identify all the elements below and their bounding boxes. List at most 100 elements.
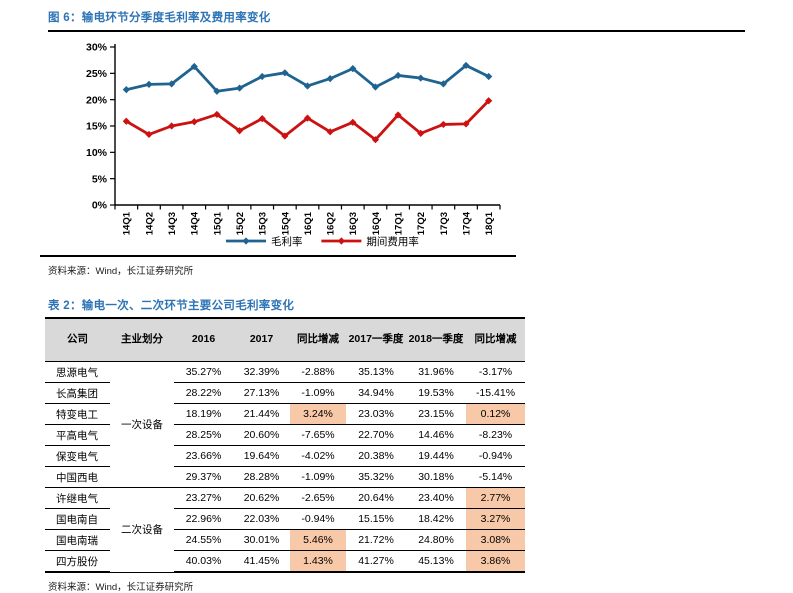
legend-label-0: 毛利率 <box>271 235 303 248</box>
value-cell: -0.94% <box>466 445 525 467</box>
value-cell: 24.55% <box>174 529 233 551</box>
company-cell: 许继电气 <box>45 487 110 509</box>
value-cell: 23.27% <box>174 487 233 509</box>
gross-margin-table: 公司 主业划分 2016 2017 同比增减 2017一季度 2018一季度 同比增减 思源电… <box>45 317 525 573</box>
company-cell: 长高集团 <box>45 382 110 404</box>
x-tick-label: 14Q3 <box>167 212 178 235</box>
legend-label-1: 期间费用率 <box>366 235 419 248</box>
value-cell: -8.23% <box>466 424 525 446</box>
value-cell: -2.88% <box>290 361 346 383</box>
y-tick-label: 20% <box>86 94 108 106</box>
company-cell: 特变电工 <box>45 403 110 425</box>
x-tick-label: 16Q1 <box>303 211 314 235</box>
chart-series-0 <box>122 61 493 95</box>
table-row: 国电南自 22.96% 22.03% -0.94% 15.15% 18.42% 3.27% <box>45 508 525 530</box>
value-cell: -15.41% <box>466 382 525 404</box>
value-cell: 20.64% <box>346 487 406 509</box>
report-content: 图 6：输电环节分季度毛利率及费用率变化 0% 5% 10% 15% 20% 25% 30%… <box>40 0 745 593</box>
company-cell: 保变电气 <box>45 445 110 467</box>
value-cell: 5.46% <box>290 529 346 551</box>
value-cell: 23.66% <box>174 445 233 467</box>
value-cell: 21.44% <box>233 403 290 425</box>
value-cell: 24.80% <box>406 529 466 551</box>
value-cell: 2.77% <box>466 487 525 509</box>
figure-title: 图 6：输电环节分季度毛利率及费用率变化 <box>48 12 271 24</box>
chart-axes: 0% 5% 10% 15% 20% 25% 30% 14Q1 14Q2 14Q3 14Q4 15Q1 1… <box>86 42 501 235</box>
value-cell: 27.13% <box>233 382 290 404</box>
value-cell: 1.43% <box>290 550 346 573</box>
quarterly-margin-chart: 0% 5% 10% 15% 20% 25% 30% 14Q1 14Q2 14Q3 14Q4 15Q1 1… <box>48 38 745 255</box>
value-cell: 23.40% <box>406 487 466 509</box>
table-row: 平高电气 28.25% 20.60% -7.65% 22.70% 14.46% -8.23% <box>45 424 525 446</box>
value-cell: -1.09% <box>290 466 346 488</box>
table-row: 保变电气 23.66% 19.64% -4.02% 20.38% 19.44% -0.94% <box>45 445 525 467</box>
company-cell: 思源电气 <box>45 361 110 383</box>
value-cell: 3.24% <box>290 403 346 425</box>
table-row: 特变电工 18.19% 21.44% 3.24% 23.03% 23.15% 0.12% <box>45 403 525 425</box>
value-cell: 40.03% <box>174 550 233 573</box>
value-cell: 32.39% <box>233 361 290 383</box>
value-cell: 41.27% <box>346 550 406 573</box>
value-cell: 31.96% <box>406 361 466 383</box>
x-tick-label: 15Q3 <box>258 212 269 235</box>
company-cell: 中国西电 <box>45 466 110 488</box>
figure-title-divider <box>48 30 745 32</box>
value-cell: 19.64% <box>233 445 290 467</box>
value-cell: 28.28% <box>233 466 290 488</box>
value-cell: 23.03% <box>346 403 406 425</box>
value-cell: 20.60% <box>233 424 290 446</box>
table-row: 中国西电 29.37% 28.28% -1.09% 35.32% 30.18% -5.14% <box>45 466 525 488</box>
value-cell: -0.94% <box>290 508 346 530</box>
y-tick-label: 15% <box>86 121 108 133</box>
value-cell: 41.45% <box>233 550 290 573</box>
header-cell: 主业划分 <box>110 317 174 362</box>
x-tick-label: 16Q4 <box>371 211 382 235</box>
header-cell: 2017一季度 <box>346 317 406 362</box>
value-cell: -7.65% <box>290 424 346 446</box>
value-cell: 3.86% <box>466 550 525 573</box>
value-cell: -5.14% <box>466 466 525 488</box>
table-source: 资料来源：Wind，长江证券研究所 <box>48 582 194 593</box>
value-cell: 21.72% <box>346 529 406 551</box>
chart-series-1 <box>122 97 493 144</box>
x-tick-label: 18Q1 <box>484 211 495 235</box>
table-row: 思源电气 一次设备 35.27% 32.39% -2.88% 35.13% 31.96% -3… <box>45 361 525 488</box>
table-row: 长高集团 28.22% 27.13% -1.09% 34.94% 19.53% -15.41… <box>45 382 525 404</box>
value-cell: 19.44% <box>406 445 466 467</box>
x-tick-label: 14Q2 <box>144 212 155 235</box>
value-cell: 18.42% <box>406 508 466 530</box>
x-tick-label: 15Q1 <box>212 211 223 235</box>
value-cell: 3.08% <box>466 529 525 551</box>
figure-bottom-divider <box>40 255 516 257</box>
figure-source: 资料来源：Wind，长江证券研究所 <box>48 266 194 277</box>
value-cell: 20.62% <box>233 487 290 509</box>
value-cell: 30.01% <box>233 529 290 551</box>
y-tick-label: 25% <box>86 68 108 80</box>
x-tick-label: 17Q1 <box>393 211 404 235</box>
chart-legend: 毛利率 期间费用率 <box>226 235 419 248</box>
header-cell: 公司 <box>45 317 110 362</box>
table-row: 许继电气 二次设备 23.27% 20.62% -2.65% 20.64% 23.40% 2.… <box>45 487 525 573</box>
x-tick-label: 17Q4 <box>461 211 472 235</box>
header-cell: 2017 <box>233 317 290 362</box>
x-tick-label: 17Q3 <box>439 212 450 235</box>
value-cell: 35.27% <box>174 361 233 383</box>
value-cell: 19.53% <box>406 382 466 404</box>
value-cell: 22.70% <box>346 424 406 446</box>
company-cell: 平高电气 <box>45 424 110 446</box>
value-cell: 3.27% <box>466 508 525 530</box>
value-cell: 14.46% <box>406 424 466 446</box>
value-cell: 45.13% <box>406 550 466 573</box>
value-cell: -1.09% <box>290 382 346 404</box>
value-cell: -4.02% <box>290 445 346 467</box>
value-cell: 28.25% <box>174 424 233 446</box>
x-tick-label: 14Q1 <box>122 211 133 235</box>
y-tick-label: 5% <box>92 173 108 185</box>
y-tick-label: 10% <box>86 147 108 159</box>
value-cell: 23.15% <box>406 403 466 425</box>
value-cell: 22.03% <box>233 508 290 530</box>
value-cell: 28.22% <box>174 382 233 404</box>
y-tick-label: 0% <box>92 200 108 212</box>
segment-group-cell: 二次设备 <box>110 487 174 573</box>
value-cell: 29.37% <box>174 466 233 488</box>
